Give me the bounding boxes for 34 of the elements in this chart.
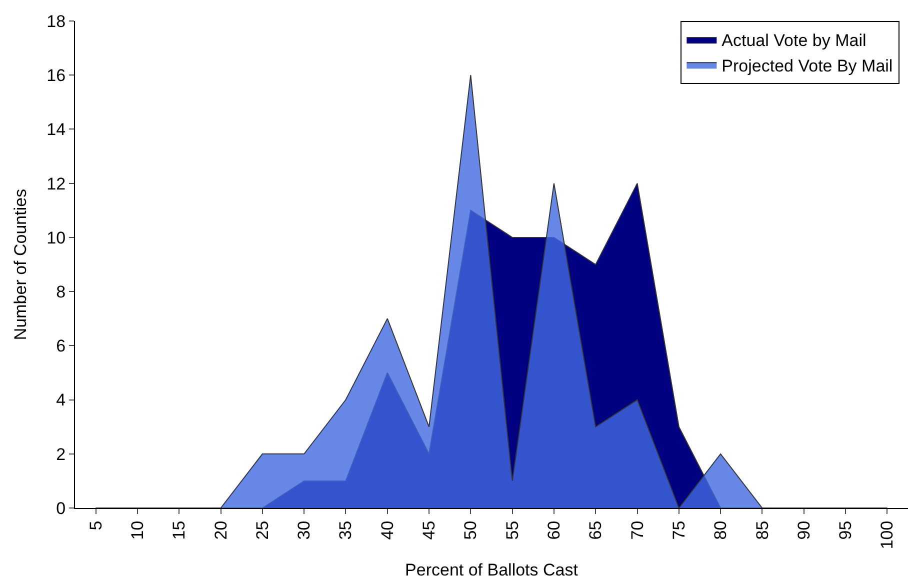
x-tick-label: 85 xyxy=(752,520,772,540)
x-axis-title: Percent of Ballots Cast xyxy=(405,560,578,580)
x-tick-label: 80 xyxy=(711,520,730,540)
x-tick-label: 55 xyxy=(502,520,522,540)
y-tick-label: 16 xyxy=(46,66,66,86)
y-tick-label: 10 xyxy=(46,228,66,248)
x-tick-label: 45 xyxy=(420,520,439,540)
x-tick-label: 70 xyxy=(628,520,647,540)
y-tick-label: 18 xyxy=(46,12,66,31)
x-tick-label: 90 xyxy=(794,520,814,540)
y-tick-label: 4 xyxy=(56,390,66,410)
x-tick-label: 75 xyxy=(669,520,688,540)
y-axis-title: Number of Counties xyxy=(11,188,30,340)
x-tick-label: 50 xyxy=(461,520,480,540)
x-tick-label: 10 xyxy=(128,520,147,540)
x-tick-label: 60 xyxy=(544,520,564,540)
x-tick-label: 20 xyxy=(211,520,230,540)
legend-label: Actual Vote by Mail xyxy=(722,31,866,50)
y-tick-label: 12 xyxy=(46,174,66,194)
x-tick-label: 30 xyxy=(294,520,314,540)
x-tick-label: 95 xyxy=(836,520,856,540)
x-tick-label: 100 xyxy=(878,520,897,550)
y-tick-label: 2 xyxy=(56,444,66,464)
y-tick-label: 6 xyxy=(56,336,66,356)
x-tick-label: 25 xyxy=(252,520,272,540)
x-tick-label: 65 xyxy=(586,520,606,540)
x-tick-label: 15 xyxy=(170,520,189,540)
y-tick-label: 8 xyxy=(56,282,66,302)
y-tick-label: 14 xyxy=(46,120,66,140)
x-tick-label: 35 xyxy=(336,520,356,540)
x-tick-label: 40 xyxy=(378,520,397,540)
legend-label: Projected Vote By Mail xyxy=(722,56,893,76)
x-tick-label: 5 xyxy=(86,520,106,530)
y-tick-label: 0 xyxy=(56,498,66,518)
